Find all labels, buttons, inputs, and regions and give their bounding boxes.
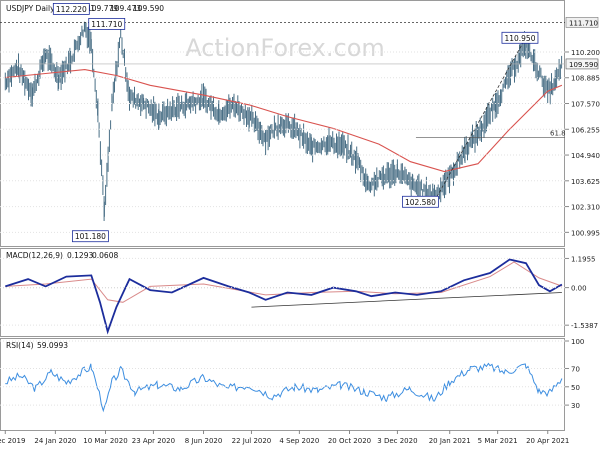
rsi-title-name: RSI(14) (6, 341, 34, 350)
price-plot: 61.8 (0, 21, 566, 221)
y-tick-label: 70 (571, 365, 580, 373)
resistance-level-label: 111.710 (569, 19, 598, 27)
x-tick-label: 22 Jul 2020 (232, 437, 272, 445)
x-tick-label: 5 Mar 2021 (478, 437, 518, 445)
x-tick-label: 24 Jan 2020 (34, 437, 76, 445)
x-tick-label: 20 Jan 2021 (429, 437, 471, 445)
x-tick-label: 8 Jun 2020 (185, 437, 223, 445)
price-callout (88, 17, 126, 30)
x-tick-label: 3 Dec 2020 (377, 437, 417, 445)
price-title-name: USDJPY Daily (6, 4, 55, 13)
trendline (434, 37, 527, 202)
current-price-label: 109.590 (569, 61, 598, 69)
y-tick-label: -1.5387 (571, 322, 598, 330)
y-tick-label: 102.310 (571, 204, 600, 212)
axes: 100.995 102.310 103.625 104.940 106.255 107.5… (0, 17, 600, 445)
macd-title: MACD(12,26,9) 0.1293 0.0608 (6, 251, 118, 260)
price-callout (501, 31, 539, 44)
price-callout-label: 102.580 (405, 198, 436, 207)
rsi-panel (0, 338, 565, 431)
signal-readout: 0.0608 (92, 251, 118, 260)
price-callout-label: 101.180 (75, 232, 106, 241)
y-tick-label: 50 (571, 384, 580, 392)
y-tick-label: 108.885 (571, 75, 600, 83)
y-tick-label: 30 (571, 402, 580, 410)
rsi-readout: 59.0993 (37, 341, 68, 350)
price-callout-label: 112.220 (56, 5, 87, 14)
ohlc-low: 109.473 (110, 4, 141, 13)
y-tick-label: 100.995 (571, 229, 600, 237)
watermark: ActionForex.com (185, 34, 385, 62)
price-annotations: 112.220 111.710 101.180 102.580 110.950 (52, 3, 539, 243)
current-price-box (565, 58, 599, 70)
price-callout-label: 111.710 (91, 20, 122, 29)
y-tick-label: 100 (571, 338, 584, 346)
rsi-plot (5, 362, 563, 413)
x-tick-label: 20 Oct 2020 (328, 437, 371, 445)
y-tick-label: 106.255 (571, 126, 600, 134)
macd-trendline (251, 292, 562, 308)
price-callout-label: 110.950 (504, 34, 535, 43)
x-tick-label: 10 Mar 2020 (83, 437, 127, 445)
macd-signal-line (5, 261, 563, 303)
macd-title-name: MACD(12,26,9) (6, 251, 63, 260)
y-tick-label: 107.570 (571, 101, 600, 109)
rsi-line (5, 362, 563, 413)
y-tick-label: 1.1955 (571, 255, 596, 263)
ohlc-close: 109.590 (133, 4, 164, 13)
y-tick-label: 0.00 (571, 285, 587, 293)
x-tick-label: 9 Dec 2019 (0, 437, 25, 445)
resistance-level-box (565, 17, 599, 28)
x-tick-label: 4 Sep 2020 (279, 437, 319, 445)
y-tick-label: 104.940 (571, 152, 600, 160)
fib-label: 61.8 (550, 130, 566, 138)
ohlc-high: 109.779 (87, 4, 118, 13)
price-callout (402, 195, 439, 208)
x-tick-label: 20 Apr 2021 (526, 437, 569, 445)
rsi-title: RSI(14) 59.0993 (6, 341, 68, 350)
price-callout (52, 3, 90, 15)
macd-panel (0, 248, 565, 337)
y-tick-label: 110.200 (571, 49, 600, 57)
macd-line (5, 258, 563, 335)
y-tick-label: 103.625 (571, 178, 600, 186)
moving-average-line (5, 69, 563, 173)
x-tick-label: 23 Apr 2020 (132, 437, 175, 445)
macd-readout: 0.1293 (67, 251, 93, 260)
price-callout (71, 230, 109, 243)
